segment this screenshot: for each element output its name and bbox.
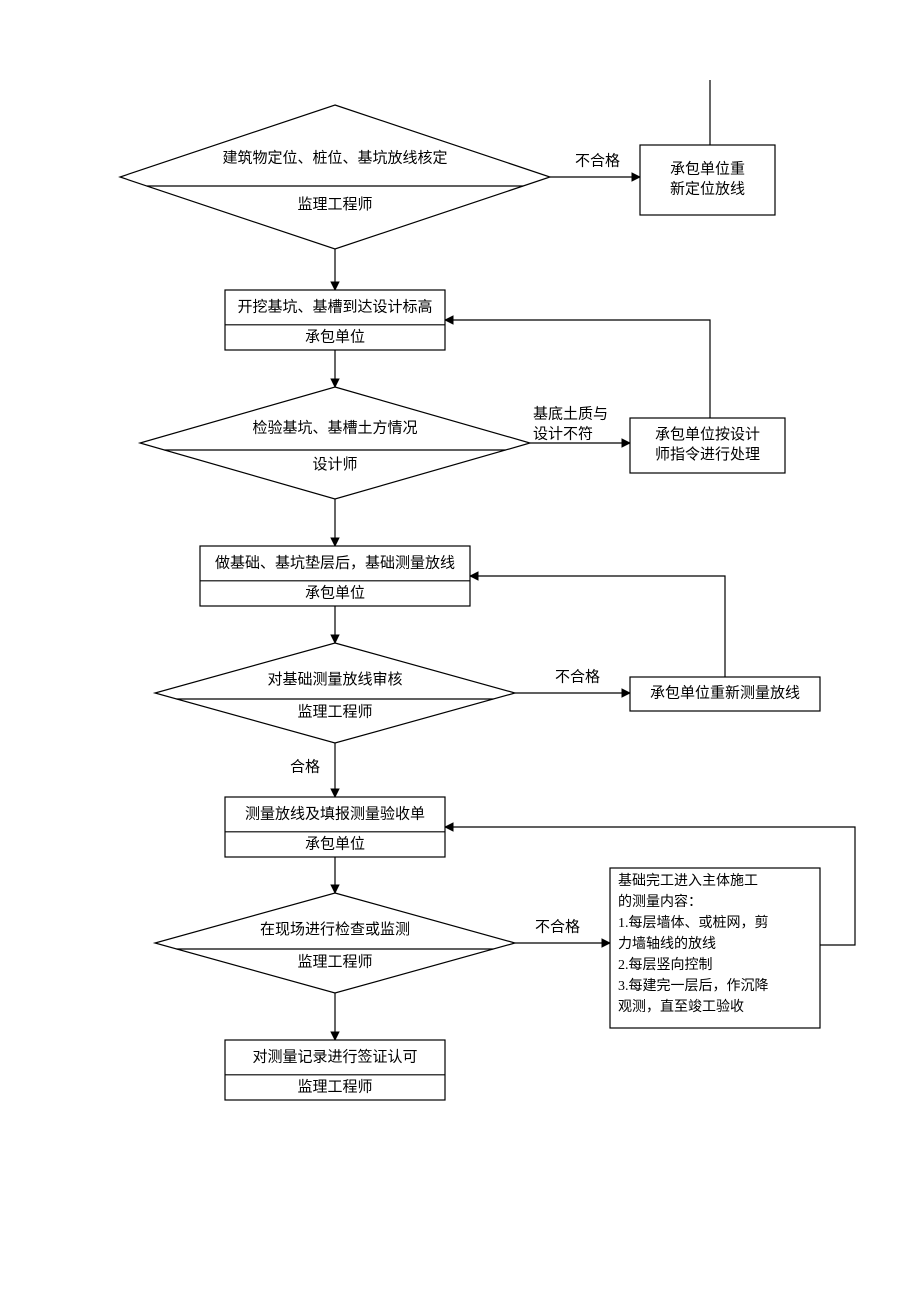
svg-text:做基础、基坑垫层后，基础测量放线: 做基础、基坑垫层后，基础测量放线 (215, 554, 455, 571)
node-p5: 对测量记录进行签证认可监理工程师 (225, 1040, 445, 1100)
svg-text:监理工程师: 监理工程师 (297, 953, 372, 970)
svg-text:不合格: 不合格 (555, 668, 600, 685)
svg-text:合格: 合格 (290, 758, 320, 775)
svg-text:观测，直至竣工验收: 观测，直至竣工验收 (618, 998, 744, 1015)
svg-text:监理工程师: 监理工程师 (297, 703, 372, 720)
node-d4: 在现场进行检查或监测监理工程师 (155, 893, 515, 993)
svg-text:1.每层墙体、或桩网，剪: 1.每层墙体、或桩网，剪 (618, 914, 769, 931)
svg-text:力墙轴线的放线: 力墙轴线的放线 (618, 936, 716, 952)
svg-text:不合格: 不合格 (575, 152, 620, 169)
svg-text:检验基坑、基槽土方情况: 检验基坑、基槽土方情况 (252, 419, 417, 436)
svg-text:在现场进行检查或监测: 在现场进行检查或监测 (260, 921, 410, 938)
node-p4: 测量放线及填报测量验收单承包单位 (225, 797, 445, 857)
node-r2: 承包单位按设计师指令进行处理 (630, 418, 785, 473)
svg-text:新定位放线: 新定位放线 (670, 180, 745, 197)
node-r3: 承包单位重新测量放线 (630, 677, 820, 711)
svg-text:基础完工进入主体施工: 基础完工进入主体施工 (618, 872, 758, 889)
svg-text:承包单位重: 承包单位重 (670, 160, 745, 177)
svg-text:3.每建完一层后，作沉降: 3.每建完一层后，作沉降 (618, 978, 769, 994)
svg-text:对基础测量放线审核: 对基础测量放线审核 (267, 671, 402, 688)
node-note: 基础完工进入主体施工的测量内容： 1.每层墙体、或桩网，剪 力墙轴线的放线 2.每层… (610, 868, 820, 1028)
svg-text:承包单位: 承包单位 (305, 328, 365, 345)
svg-text:开挖基坑、基槽到达设计标高: 开挖基坑、基槽到达设计标高 (237, 298, 432, 315)
svg-text:设计不符: 设计不符 (533, 425, 593, 442)
svg-text:承包单位按设计: 承包单位按设计 (655, 426, 760, 443)
svg-text:不合格: 不合格 (535, 918, 580, 935)
node-d2: 检验基坑、基槽土方情况设计师 (140, 387, 530, 499)
svg-text:承包单位: 承包单位 (305, 584, 365, 601)
node-p2: 开挖基坑、基槽到达设计标高承包单位 (225, 290, 445, 350)
svg-text:承包单位重新测量放线: 承包单位重新测量放线 (650, 684, 800, 701)
node-p3: 做基础、基坑垫层后，基础测量放线承包单位 (200, 546, 470, 606)
node-d3: 对基础测量放线审核监理工程师 (155, 643, 515, 743)
svg-text:的测量内容：: 的测量内容： (618, 893, 702, 910)
svg-text:设计师: 设计师 (312, 456, 357, 473)
svg-text:建筑物定位、桩位、基坑放线核定: 建筑物定位、桩位、基坑放线核定 (222, 149, 447, 166)
node-r1: 承包单位重新定位放线 (640, 145, 775, 215)
svg-text:对测量记录进行签证认可: 对测量记录进行签证认可 (252, 1048, 417, 1065)
svg-text:监理工程师: 监理工程师 (297, 1078, 372, 1095)
svg-text:承包单位: 承包单位 (305, 835, 365, 852)
svg-text:测量放线及填报测量验收单: 测量放线及填报测量验收单 (245, 805, 425, 822)
node-d1: 建筑物定位、桩位、基坑放线核定监理工程师 (120, 105, 550, 249)
svg-text:监理工程师: 监理工程师 (297, 196, 372, 213)
svg-text:师指令进行处理: 师指令进行处理 (655, 446, 760, 463)
svg-text:基底土质与: 基底土质与 (533, 405, 608, 422)
svg-text:2.每层竖向控制: 2.每层竖向控制 (618, 957, 713, 973)
